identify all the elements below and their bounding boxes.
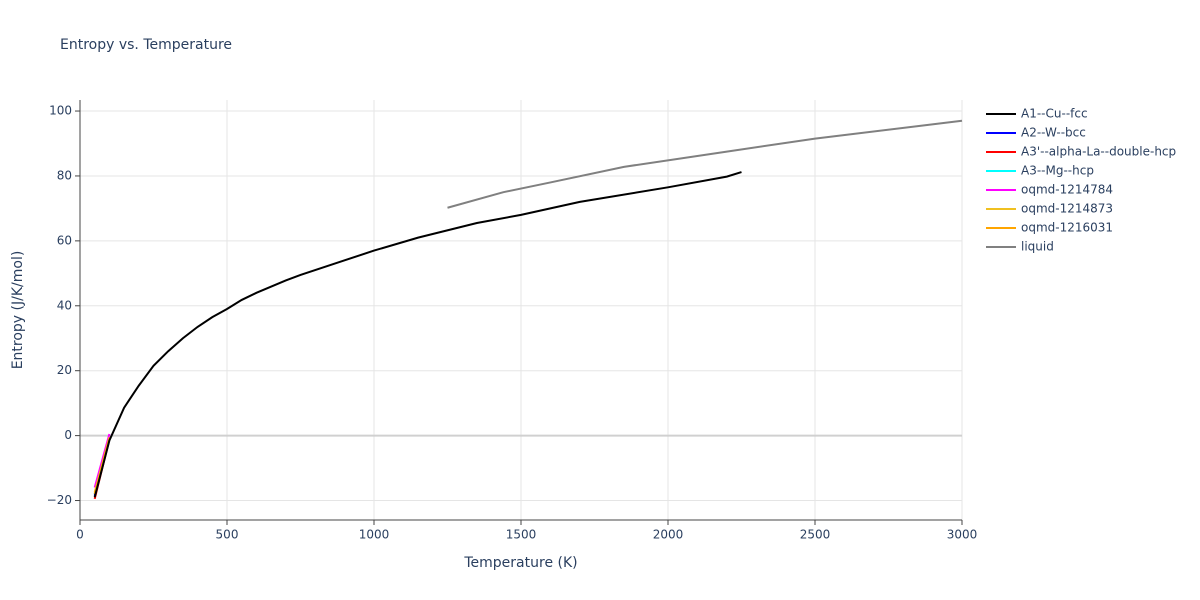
legend-label[interactable]: A3'--alpha-La--double-hcp [1021, 145, 1176, 159]
y-axis-title: Entropy (J/K/mol) [10, 251, 26, 370]
legend-label[interactable]: oqmd-1216031 [1021, 221, 1113, 235]
legend-label[interactable]: A3--Mg--hcp [1021, 164, 1094, 178]
y-tick-label: 100 [49, 104, 72, 118]
data-line [447, 119, 963, 209]
x-tick-label: 500 [216, 528, 239, 542]
legend-label[interactable]: oqmd-1214873 [1021, 202, 1113, 216]
y-tick-label: 80 [57, 168, 72, 182]
y-tick-label: 20 [57, 363, 72, 377]
x-tick-label: 0 [76, 528, 84, 542]
legend-label[interactable]: A2--W--bcc [1021, 126, 1086, 140]
legend-label[interactable]: A1--Cu--fcc [1021, 107, 1088, 121]
y-tick-label: −20 [47, 493, 72, 507]
chart-title: Entropy vs. Temperature [60, 37, 232, 53]
x-tick-label: 1000 [359, 528, 390, 542]
y-tick-label: 60 [57, 233, 72, 247]
legend-label[interactable]: liquid [1021, 240, 1054, 254]
x-axis-title: Temperature (K) [463, 555, 577, 571]
y-tick-label: 0 [64, 428, 72, 442]
y-tick-label: 40 [57, 298, 72, 312]
data-line [93, 171, 742, 498]
x-tick-label: 2500 [800, 528, 831, 542]
x-tick-label: 3000 [947, 528, 978, 542]
x-tick-label: 1500 [506, 528, 537, 542]
legend-label[interactable]: oqmd-1214784 [1021, 183, 1113, 197]
x-tick-label: 2000 [653, 528, 684, 542]
